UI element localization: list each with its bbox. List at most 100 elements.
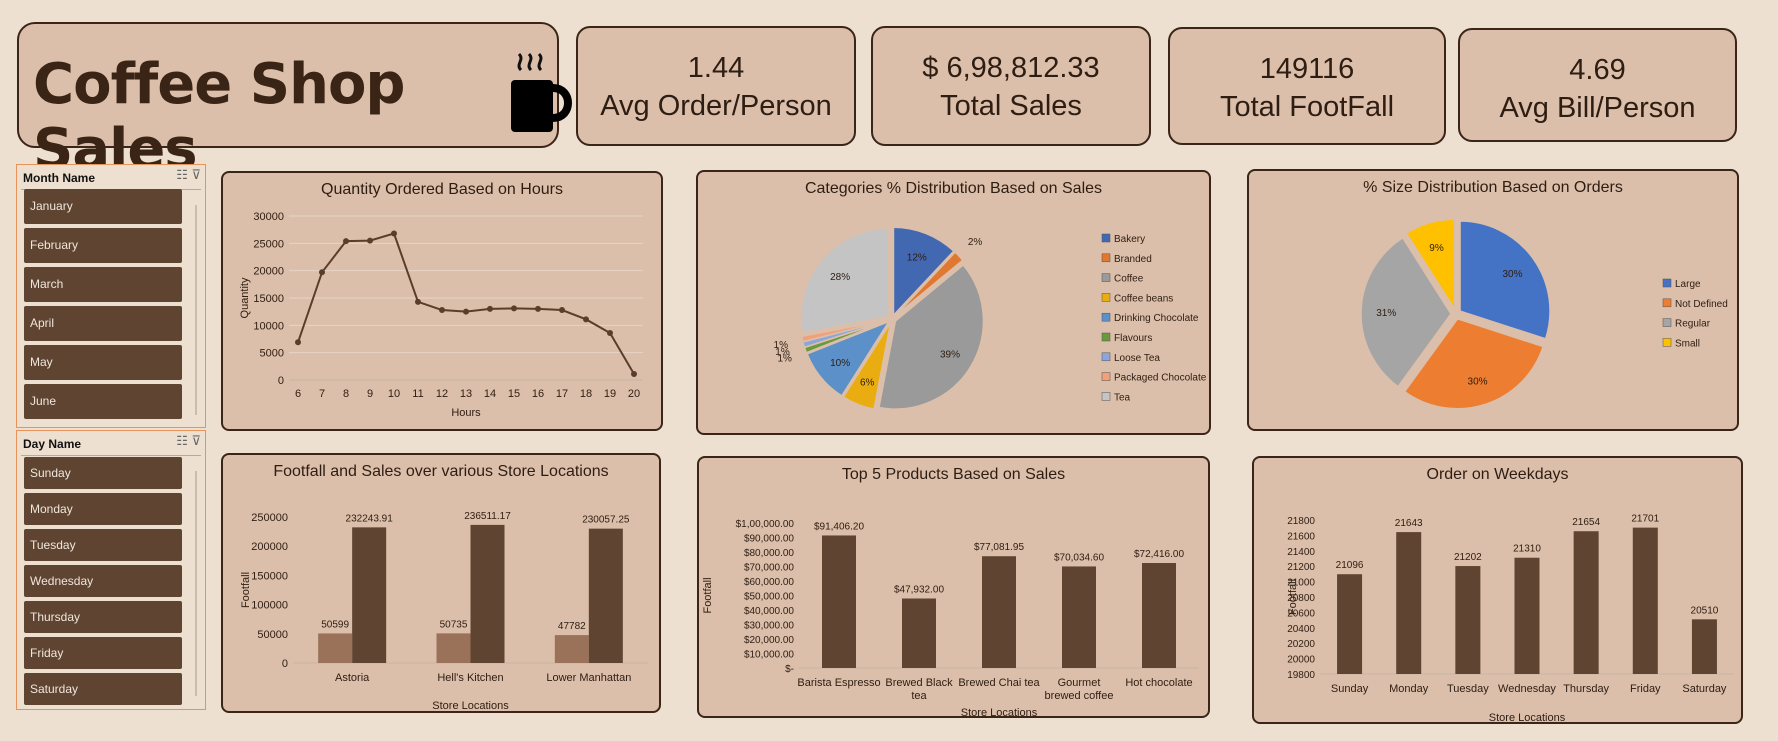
- data-point: [367, 237, 373, 244]
- x-tick-label: 20: [628, 388, 640, 400]
- slicer-item-monday[interactable]: Monday: [24, 493, 182, 525]
- data-label: 232243.91: [346, 513, 394, 524]
- multi-select-icon[interactable]: ☷: [176, 167, 188, 182]
- clear-filter-icon[interactable]: ⊽: [191, 433, 201, 448]
- bar: [588, 528, 623, 663]
- legend-swatch: [1101, 273, 1111, 282]
- data-point: [439, 307, 445, 314]
- y-tick-label: 20000: [253, 266, 284, 278]
- kpi-value: 4.69: [1569, 54, 1626, 86]
- y-tick-label: 100000: [251, 600, 288, 612]
- x-tick-label: Monday: [1389, 683, 1429, 695]
- x-tick-label: 11: [412, 388, 423, 400]
- slicer-scrollbar[interactable]: [195, 471, 197, 696]
- y-tick-label: 20400: [1287, 624, 1315, 635]
- x-tick-label: Friday: [1630, 683, 1661, 695]
- pie-slice: [800, 319, 889, 343]
- data-label: 21096: [1336, 560, 1364, 571]
- slicer-item-thursday[interactable]: Thursday: [24, 601, 182, 633]
- slicer-item-may[interactable]: May: [24, 345, 182, 380]
- pie-slice: [1360, 236, 1452, 388]
- bar: [1062, 566, 1096, 668]
- clear-filter-icon[interactable]: ⊽: [191, 167, 201, 182]
- y-tick-label: $-: [785, 664, 794, 675]
- x-tick-label: Hell's Kitchen: [437, 672, 503, 684]
- x-tick-label: Tuesday: [1447, 683, 1489, 695]
- slicer-item-march[interactable]: March: [24, 267, 182, 302]
- data-label: 50735: [440, 619, 468, 630]
- bar: [436, 633, 471, 663]
- kpi-value: 1.44: [687, 52, 745, 84]
- data-point: [607, 329, 613, 336]
- legend-swatch: [1101, 332, 1111, 342]
- slicer-controls: ☷ ⊽: [176, 433, 201, 449]
- x-tick-label: 13: [460, 388, 472, 400]
- data-point: [559, 307, 565, 314]
- slicer-item-friday[interactable]: Friday: [24, 637, 182, 669]
- x-tick-label: 15: [508, 388, 520, 400]
- chart-title: Quantity Ordered Based on Hours: [321, 181, 563, 198]
- y-tick-label: 19800: [1287, 670, 1315, 681]
- kpi-avg-order: 1.44 Avg Order/Person: [576, 26, 856, 146]
- bar: [352, 527, 387, 663]
- data-point: [487, 305, 493, 312]
- y-tick-label: $90,000.00: [744, 534, 794, 545]
- legend-swatch: [1662, 298, 1672, 308]
- x-tick-label: Lower Manhattan: [546, 672, 631, 684]
- kpi-value: $ 6,98,812.33: [922, 52, 1100, 84]
- slicer-item-tuesday[interactable]: Tuesday: [24, 529, 182, 561]
- data-label: 12%: [907, 252, 927, 263]
- chart-weekday-orders: Order on Weekdays 19800 20000 20200 20400 20…: [1252, 456, 1743, 724]
- pie-slice: [894, 251, 964, 317]
- data-label: $70,034.60: [1054, 552, 1104, 563]
- slicer-item-april[interactable]: April: [24, 306, 182, 341]
- bar: [1632, 527, 1658, 674]
- x-axis-label: Store Locations: [961, 707, 1038, 719]
- slicer-item-wednesday[interactable]: Wednesday: [24, 565, 182, 597]
- slicer-item-sunday[interactable]: Sunday: [24, 457, 182, 489]
- data-label: $91,406.20: [814, 521, 864, 532]
- x-tick-label: 9: [367, 388, 373, 400]
- data-point: [319, 269, 325, 276]
- x-tick-label: Wednesday: [1498, 683, 1556, 695]
- x-tick-label: 10: [388, 388, 400, 400]
- kpi-label: Avg Bill/Person: [1499, 92, 1696, 124]
- chart-title: Order on Weekdays: [1426, 466, 1569, 483]
- line-chart: 0 5000 10000 15000 20000 25000 30000 6 7 8 9 10 11 12…: [239, 211, 643, 419]
- y-axis-label: Quantity: [239, 277, 251, 318]
- legend-swatch: [1662, 338, 1672, 347]
- legend-entry: Flavours: [1114, 333, 1152, 344]
- slicer-item-february[interactable]: February: [24, 228, 182, 263]
- y-tick-label: 21400: [1287, 547, 1315, 558]
- slicer-scrollbar[interactable]: [195, 205, 197, 415]
- legend-entry: Packaged Chocolate: [1114, 373, 1207, 384]
- data-label: 6%: [860, 378, 875, 389]
- legend-swatch: [1101, 352, 1111, 362]
- pie-chart: 30% 30% 31% 9% Large Not Defined Regular Small: [1360, 218, 1728, 410]
- data-label: $47,932.00: [894, 584, 944, 595]
- x-tick-label: Sunday: [1331, 683, 1369, 695]
- y-tick-label: $60,000.00: [744, 577, 794, 588]
- data-point: [631, 370, 637, 377]
- pie-chart: 12%2%39%6%10%1%1%1%28%BakeryBrandedCoffe…: [774, 226, 1207, 411]
- x-tick-label: Thursday: [1563, 683, 1609, 695]
- slicer-item-saturday[interactable]: Saturday: [24, 673, 182, 705]
- legend-swatch: [1101, 253, 1111, 263]
- y-tick-label: 15000: [253, 293, 284, 305]
- x-tick-label: Hot chocolate: [1125, 677, 1192, 689]
- bar: [1142, 562, 1176, 668]
- legend-entry: Small: [1675, 338, 1700, 349]
- slicer-item-june[interactable]: June: [24, 384, 182, 419]
- y-tick-label: $50,000.00: [744, 592, 794, 603]
- y-tick-label: 21000: [1287, 578, 1315, 589]
- slicer-controls: ☷ ⊽: [176, 167, 201, 183]
- x-tick-label: 6: [295, 388, 301, 400]
- y-tick-label: 0: [282, 658, 288, 670]
- chart-quantity-hours: Quantity Ordered Based on Hours 0 5000 100…: [221, 171, 663, 431]
- x-tick-label: Astoria: [335, 672, 370, 684]
- multi-select-icon[interactable]: ☷: [176, 433, 188, 448]
- bar-chart: 0 50000 100000 150000 200000 250000 50599 23224…: [240, 511, 648, 712]
- x-tick-label: Barista Espresso: [797, 677, 880, 689]
- pie-slice: [1459, 220, 1551, 340]
- slicer-item-january[interactable]: January: [24, 189, 182, 224]
